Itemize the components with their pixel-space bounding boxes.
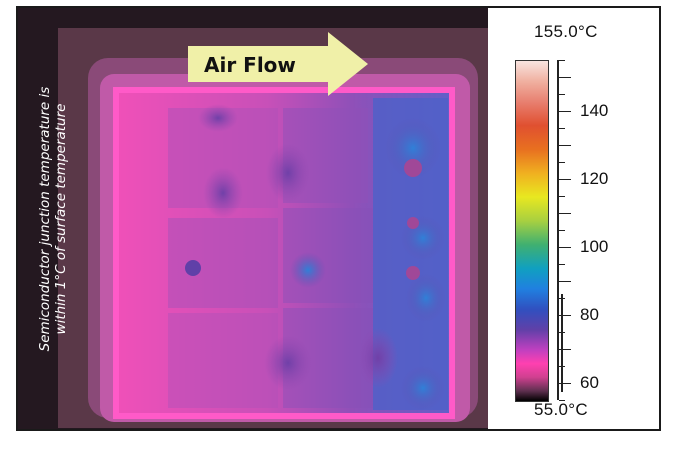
scale-minor-tick [559,162,565,163]
scale-minor-tick [559,230,565,231]
scale-tick-label: 60 [580,373,599,392]
thermal-image: Air Flow Semiconductor junction temperat… [18,8,488,429]
scale-max-label: 155.0°C [534,22,598,41]
scale-tick-label: 100 [580,237,609,256]
scale-axis-line [557,60,559,400]
scale-tick-label: 80 [580,305,599,324]
figure-frame: Air Flow Semiconductor junction temperat… [16,6,661,431]
scale-minor-tick [559,400,565,401]
scale-min-label: 55.0°C [534,400,588,419]
scale-minor-tick [559,111,571,112]
scale-minor-tick [559,60,565,61]
scale-tick-label: 140 [580,101,609,120]
scale-minor-tick [559,264,565,265]
temperature-scale: 155.0°C 140 120 100 80 60 55.0°C [488,8,659,429]
airflow-arrow [188,32,368,96]
scale-minor-tick [559,315,571,316]
scale-axis-marker [561,294,563,392]
scale-minor-tick [559,213,571,214]
color-bar [515,60,549,402]
scale-minor-tick [559,281,571,282]
scale-minor-tick [559,298,565,299]
scale-minor-tick [559,366,565,367]
annotation-line-1: Semiconductor junction temperature is [37,86,53,351]
scale-minor-tick [559,196,565,197]
scale-minor-tick [559,77,571,78]
scale-minor-tick [559,145,571,146]
scale-minor-tick [559,332,565,333]
airflow-label: Air Flow [204,53,296,77]
annotation-text: Semiconductor junction temperature is wit… [37,54,69,384]
annotation-line-2: within 1°C of surface temperature [53,103,69,334]
scale-minor-tick [559,128,565,129]
scale-tick-label: 120 [580,169,609,188]
scale-minor-tick [559,247,571,248]
annotation: Semiconductor junction temperature is wit… [18,8,88,429]
scale-minor-tick [559,179,571,180]
scale-minor-tick [559,383,571,384]
thermal-heatmap [18,8,488,429]
scale-minor-tick [559,94,565,95]
scale-minor-tick [559,349,571,350]
